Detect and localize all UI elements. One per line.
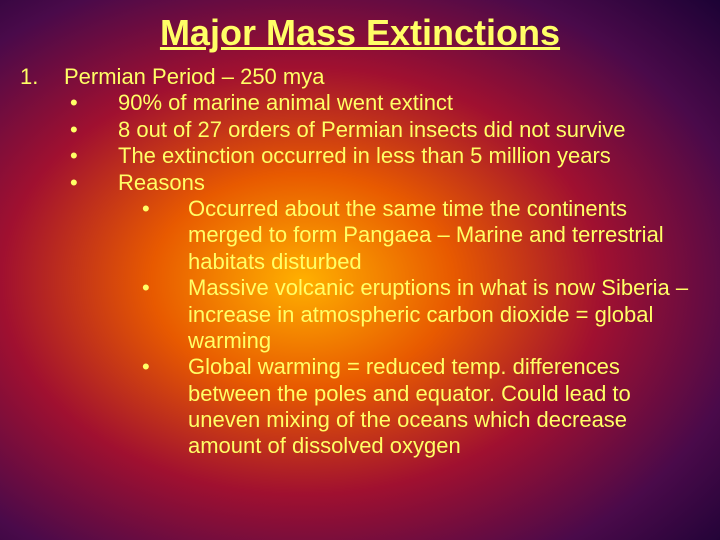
- list-text: Massive volcanic eruptions in what is no…: [188, 275, 700, 354]
- list-text: Reasons: [118, 170, 700, 196]
- list-text: Occurred about the same time the contine…: [188, 196, 700, 275]
- bullet-icon: •: [138, 354, 188, 460]
- bullet-icon: •: [138, 196, 188, 275]
- list-item-lvl1: • 8 out of 27 orders of Permian insects …: [20, 117, 700, 143]
- bullet-icon: •: [64, 117, 118, 143]
- list-item-lvl2: • Occurred about the same time the conti…: [20, 196, 700, 275]
- list-text: Permian Period – 250 mya: [64, 64, 700, 90]
- slide: Major Mass Extinctions 1. Permian Period…: [0, 0, 720, 540]
- bullet-icon: •: [64, 143, 118, 169]
- list-text: The extinction occurred in less than 5 m…: [118, 143, 700, 169]
- slide-body: 1. Permian Period – 250 mya • 90% of mar…: [20, 64, 700, 460]
- slide-title: Major Mass Extinctions: [20, 12, 700, 54]
- slide-content: Major Mass Extinctions 1. Permian Period…: [20, 12, 700, 460]
- list-item-lvl2: • Massive volcanic eruptions in what is …: [20, 275, 700, 354]
- list-item-lvl0: 1. Permian Period – 250 mya: [20, 64, 700, 90]
- list-text: Global warming = reduced temp. differenc…: [188, 354, 700, 460]
- list-item-lvl1: • The extinction occurred in less than 5…: [20, 143, 700, 169]
- list-number: 1.: [20, 64, 64, 90]
- list-item-lvl1: • Reasons: [20, 170, 700, 196]
- list-item-lvl2: • Global warming = reduced temp. differe…: [20, 354, 700, 460]
- bullet-icon: •: [138, 275, 188, 354]
- list-text: 90% of marine animal went extinct: [118, 90, 700, 116]
- bullet-icon: •: [64, 170, 118, 196]
- list-item-lvl1: • 90% of marine animal went extinct: [20, 90, 700, 116]
- bullet-icon: •: [64, 90, 118, 116]
- list-text: 8 out of 27 orders of Permian insects di…: [118, 117, 700, 143]
